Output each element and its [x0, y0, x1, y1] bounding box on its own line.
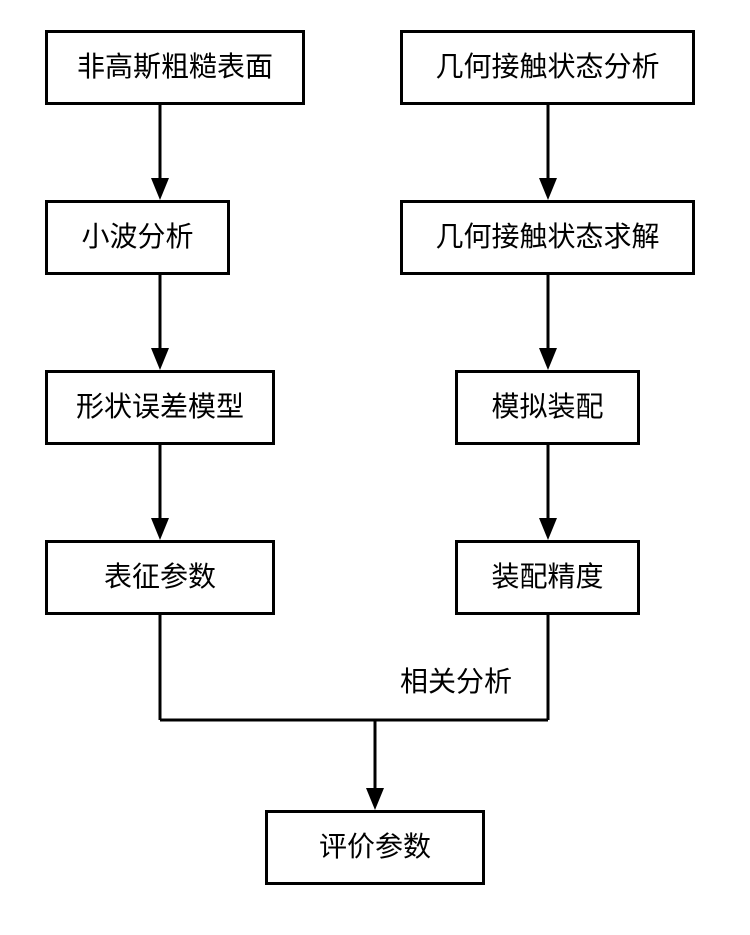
- node-r2-label: 几何接触状态求解: [435, 221, 659, 255]
- node-r3: 模拟装配: [455, 370, 640, 445]
- edge-merge-label: 相关分析: [400, 660, 512, 700]
- node-r1-label: 几何接触状态分析: [435, 51, 659, 85]
- node-l2-label: 小波分析: [81, 221, 193, 255]
- node-merge-label: 评价参数: [319, 831, 431, 865]
- node-l3-label: 形状误差模型: [76, 391, 244, 425]
- node-r3-label: 模拟装配: [491, 391, 603, 425]
- edges-layer: [0, 0, 750, 935]
- node-l1-label: 非高斯粗糙表面: [77, 51, 273, 85]
- node-r4: 装配精度: [455, 540, 640, 615]
- node-merge: 评价参数: [265, 810, 485, 885]
- node-l4: 表征参数: [45, 540, 275, 615]
- node-r1: 几何接触状态分析: [400, 30, 695, 105]
- node-r4-label: 装配精度: [491, 561, 603, 595]
- node-l2: 小波分析: [45, 200, 230, 275]
- node-l3: 形状误差模型: [45, 370, 275, 445]
- node-l4-label: 表征参数: [104, 561, 216, 595]
- node-r2: 几何接触状态求解: [400, 200, 695, 275]
- node-l1: 非高斯粗糙表面: [45, 30, 305, 105]
